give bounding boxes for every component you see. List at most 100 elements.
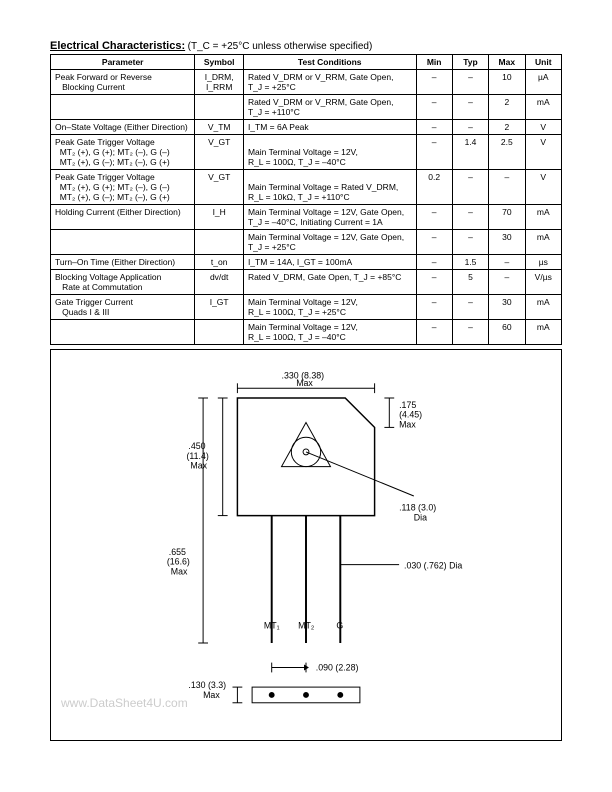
table-cell: 2 — [489, 120, 525, 135]
table-cell — [51, 95, 195, 120]
table-cell: – — [416, 320, 452, 345]
table-cell: 2 — [489, 95, 525, 120]
table-cell: – — [452, 70, 488, 95]
table-cell: 1.5 — [452, 255, 488, 270]
table-cell: – — [416, 230, 452, 255]
table-cell: 60 — [489, 320, 525, 345]
svg-text:Max: Max — [190, 461, 207, 471]
th-parameter: Parameter — [51, 55, 195, 70]
table-cell: Turn–On Time (Either Direction) — [51, 255, 195, 270]
svg-text:Max: Max — [296, 378, 313, 388]
table-cell: Rated V_DRM or V_RRM, Gate Open, T_J = +… — [243, 95, 416, 120]
table-cell: I_H — [195, 205, 244, 230]
svg-text:(4.45): (4.45) — [399, 410, 422, 420]
table-cell: mA — [525, 205, 561, 230]
table-cell: I_DRM, I_RRM — [195, 70, 244, 95]
page-header: Electrical Characteristics: (T_C = +25°C… — [50, 40, 562, 52]
th-min: Min — [416, 55, 452, 70]
table-row: Main Terminal Voltage = 12V, Gate Open, … — [51, 230, 562, 255]
table-cell: – — [452, 295, 488, 320]
table-cell: µA — [525, 70, 561, 95]
table-cell — [51, 320, 195, 345]
svg-text:Max: Max — [203, 690, 220, 700]
table-row: Peak Gate Trigger Voltage MT₂ (+), G (+)… — [51, 170, 562, 205]
table-cell: Main Terminal Voltage = Rated V_DRM, R_L… — [243, 170, 416, 205]
table-cell: Main Terminal Voltage = 12V, R_L = 100Ω,… — [243, 135, 416, 170]
table-cell: On–State Voltage (Either Direction) — [51, 120, 195, 135]
table-cell: 0.2 — [416, 170, 452, 205]
table-cell — [195, 230, 244, 255]
table-cell: Peak Gate Trigger Voltage MT₂ (+), G (+)… — [51, 170, 195, 205]
table-cell: – — [489, 270, 525, 295]
table-row: On–State Voltage (Either Direction)V_TMI… — [51, 120, 562, 135]
table-cell: – — [452, 230, 488, 255]
table-cell: V — [525, 170, 561, 205]
table-cell — [195, 95, 244, 120]
table-cell: dv/dt — [195, 270, 244, 295]
th-typ: Typ — [452, 55, 488, 70]
table-cell: – — [452, 320, 488, 345]
table-row: Main Terminal Voltage = 12V, R_L = 100Ω,… — [51, 320, 562, 345]
table-cell: – — [416, 70, 452, 95]
dim-lead-dia: .030 (.762) Dia — [404, 561, 462, 571]
svg-text:(16.6): (16.6) — [167, 557, 190, 567]
table-cell: 10 — [489, 70, 525, 95]
table-cell: mA — [525, 295, 561, 320]
table-cell: – — [416, 255, 452, 270]
table-cell: Main Terminal Voltage = 12V, R_L = 100Ω,… — [243, 320, 416, 345]
pin-mt2: MT₂ — [298, 620, 314, 630]
table-cell: Gate Trigger Current Quads I & III — [51, 295, 195, 320]
table-cell: – — [416, 205, 452, 230]
table-cell: Rated V_DRM, Gate Open, T_J = +85°C — [243, 270, 416, 295]
table-cell: – — [416, 270, 452, 295]
table-cell: 30 — [489, 295, 525, 320]
table-cell: – — [452, 205, 488, 230]
table-cell: 30 — [489, 230, 525, 255]
dim-lead-len: .130 (3.3) — [188, 680, 226, 690]
table-cell: mA — [525, 230, 561, 255]
title: Electrical Characteristics: — [50, 40, 185, 52]
th-symbol: Symbol — [195, 55, 244, 70]
table-cell: Peak Gate Trigger Voltage MT₂ (+), G (+)… — [51, 135, 195, 170]
table-cell: – — [416, 95, 452, 120]
th-conditions: Test Conditions — [243, 55, 416, 70]
spec-table: Parameter Symbol Test Conditions Min Typ… — [50, 54, 562, 345]
watermark-text: www.DataSheet4U.com — [61, 696, 188, 710]
svg-text:Max: Max — [399, 419, 416, 429]
title-condition: (T_C = +25°C unless otherwise specified) — [188, 41, 373, 52]
table-cell: mA — [525, 320, 561, 345]
pin-g: G — [336, 620, 343, 630]
table-cell: I_TM = 6A Peak — [243, 120, 416, 135]
svg-text:Dia: Dia — [414, 513, 427, 523]
table-cell: – — [489, 255, 525, 270]
package-svg: MT₁ MT₂ G .330 (8.38) Max .450 (11.4) Ma… — [61, 360, 551, 730]
table-cell: – — [416, 120, 452, 135]
table-cell: V_GT — [195, 170, 244, 205]
table-cell: µs — [525, 255, 561, 270]
dim-hole: .118 (3.0) — [399, 503, 436, 513]
table-cell: Blocking Voltage Application Rate at Com… — [51, 270, 195, 295]
table-cell: V_TM — [195, 120, 244, 135]
table-cell: t_on — [195, 255, 244, 270]
table-cell: Main Terminal Voltage = 12V, Gate Open, … — [243, 230, 416, 255]
pin-mt1: MT₁ — [264, 620, 280, 630]
th-max: Max — [489, 55, 525, 70]
table-cell: – — [452, 120, 488, 135]
svg-text:Max: Max — [171, 566, 188, 576]
table-cell: Rated V_DRM or V_RRM, Gate Open, T_J = +… — [243, 70, 416, 95]
table-row: Gate Trigger Current Quads I & IIII_GTMa… — [51, 295, 562, 320]
table-row: Holding Current (Either Direction)I_HMai… — [51, 205, 562, 230]
table-row: Blocking Voltage Application Rate at Com… — [51, 270, 562, 295]
table-cell — [195, 320, 244, 345]
table-cell — [51, 230, 195, 255]
table-cell: 70 — [489, 205, 525, 230]
table-cell: – — [416, 135, 452, 170]
table-cell: V — [525, 135, 561, 170]
table-cell: 2.5 — [489, 135, 525, 170]
table-cell: Main Terminal Voltage = 12V, R_L = 100Ω,… — [243, 295, 416, 320]
table-cell: Holding Current (Either Direction) — [51, 205, 195, 230]
dim-chamfer: .175 — [399, 400, 416, 410]
table-cell: V/µs — [525, 270, 561, 295]
table-cell: mA — [525, 95, 561, 120]
table-cell: V — [525, 120, 561, 135]
